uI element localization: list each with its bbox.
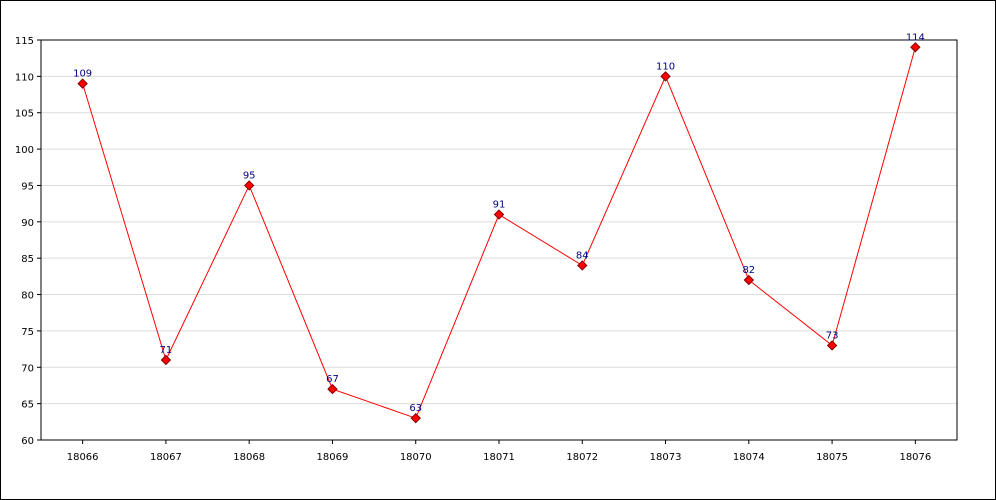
data-point-marker (327, 383, 338, 395)
series-line (82, 47, 916, 419)
y-tick-label: 105 (15, 109, 34, 120)
x-tick-label: 18076 (899, 452, 931, 463)
data-label: 73 (826, 330, 839, 341)
series-group (82, 47, 916, 419)
data-label: 63 (409, 403, 422, 414)
data-point-marker (493, 209, 505, 220)
plot-area (40, 39, 958, 441)
data-point-marker (77, 78, 88, 89)
x-axis-ticks: 18066 18067 18068 18069 18070 18071 18072 18073… (67, 440, 931, 463)
data-label: 110 (656, 61, 675, 72)
data-label: 71 (160, 345, 173, 356)
y-tick-label: 85 (21, 254, 34, 265)
data-label: 109 (73, 69, 92, 80)
y-tick-label: 65 (21, 400, 34, 411)
x-tick-label: 18071 (483, 452, 515, 463)
data-label: 114 (906, 32, 925, 43)
y-tick-label: 110 (15, 72, 34, 83)
x-tick-label: 18072 (566, 452, 598, 463)
y-tick-label: 70 (21, 363, 34, 374)
data-point-marker (577, 260, 588, 271)
y-tick-label: 115 (15, 36, 34, 47)
y-tick-label: 80 (21, 291, 34, 302)
data-point-marker (660, 71, 671, 82)
y-tick-label: 100 (15, 145, 34, 156)
x-tick-label: 18073 (650, 452, 682, 463)
data-label: 95 (243, 170, 256, 181)
y-tick-label: 60 (21, 436, 34, 447)
x-tick-label: 18070 (400, 452, 432, 463)
x-tick-label: 18074 (733, 452, 765, 463)
data-label: 91 (493, 200, 506, 211)
y-tick-label: 75 (21, 327, 34, 338)
data-point-marker (826, 340, 838, 351)
markers-group (77, 42, 921, 424)
x-tick-label: 18075 (816, 452, 848, 463)
data-label: 82 (742, 265, 755, 276)
y-axis-ticks: 60 65 70 75 80 85 90 95 100 105 110 115 (15, 36, 41, 447)
x-tick-label: 18067 (150, 452, 182, 463)
data-point-marker (410, 412, 421, 424)
data-point-marker (243, 180, 255, 191)
data-point-marker (743, 274, 755, 286)
y-tick-label: 90 (21, 218, 34, 229)
x-tick-label: 18068 (233, 452, 265, 463)
data-label: 67 (326, 374, 339, 385)
data-point-marker (910, 42, 921, 53)
data-label: 84 (576, 250, 589, 261)
data-labels-group: 109 71 95 67 63 91 84 110 82 73 114 (73, 32, 925, 414)
gridlines (41, 75, 957, 405)
y-tick-label: 95 (21, 181, 34, 192)
x-tick-label: 18066 (67, 452, 99, 463)
data-point-marker (160, 354, 172, 366)
x-tick-label: 18069 (317, 452, 349, 463)
